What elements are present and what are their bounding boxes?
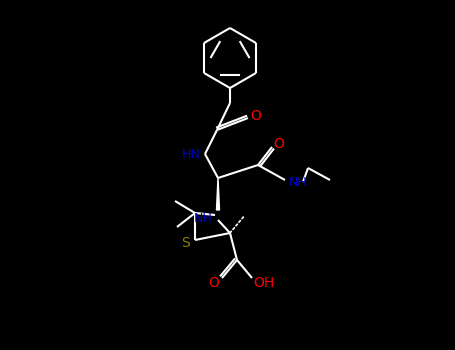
Text: O: O	[208, 276, 219, 290]
Text: OH: OH	[253, 276, 275, 290]
Text: HN: HN	[182, 147, 200, 161]
Text: NH: NH	[194, 211, 212, 224]
Text: S: S	[181, 236, 189, 250]
Polygon shape	[217, 178, 219, 210]
Text: O: O	[273, 137, 284, 151]
Text: NH: NH	[288, 175, 308, 189]
Text: O: O	[251, 109, 262, 123]
